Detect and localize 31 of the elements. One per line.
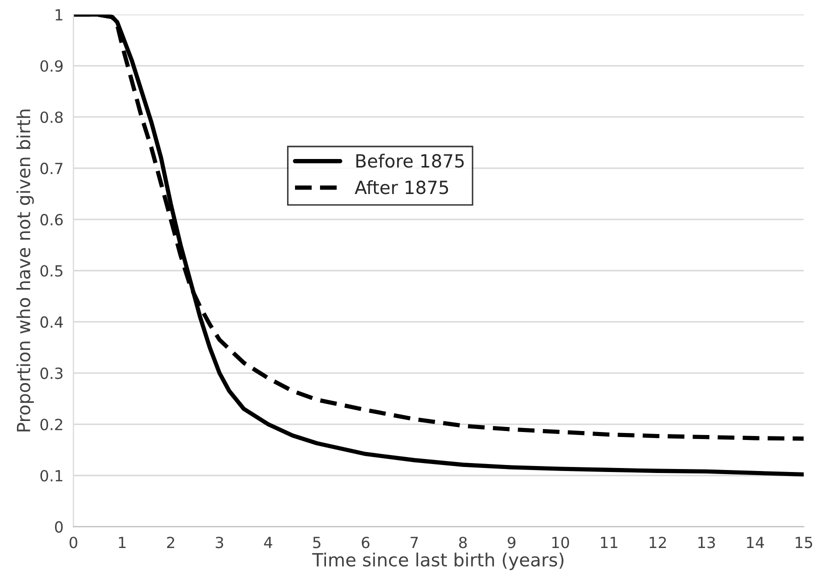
x-tick-label: 12	[650, 536, 666, 548]
x-tick-label: 13	[698, 536, 715, 548]
y-tick-label: 0.7	[40, 162, 62, 174]
legend-label: After 1875	[354, 180, 448, 194]
x-tick-label: 10	[552, 536, 570, 548]
x-axis-title: Time since last birth (years)	[312, 552, 564, 570]
x-tick-label: 3	[216, 536, 224, 548]
x-tick-label: 11	[600, 536, 618, 548]
x-tick-label: 9	[508, 536, 516, 548]
y-tick-label: 0.4	[40, 316, 63, 328]
y-tick-label: 0	[55, 521, 63, 533]
x-tick-label: 4	[264, 536, 272, 548]
x-tick-label: 0	[70, 536, 78, 548]
y-tick-label: 0.6	[40, 214, 63, 226]
y-tick-label: 1	[56, 9, 62, 20]
y-tick-label: 0.3	[40, 368, 62, 380]
x-tick-label: 1	[118, 536, 126, 548]
y-tick-label: 0.1	[40, 470, 62, 482]
y-tick-label: 0.8	[40, 111, 63, 124]
x-tick-label: 5	[313, 536, 320, 548]
y-tick-label: 0.2	[40, 418, 62, 430]
y-axis-title: Proportion who have not given birth	[16, 110, 34, 432]
x-tick-label: 2	[167, 536, 174, 548]
legend-label: Before 1875	[356, 154, 464, 168]
x-tick-label: 15	[796, 536, 812, 548]
x-tick-label: 14	[747, 536, 764, 548]
x-tick-label: 7	[410, 536, 418, 548]
x-tick-label: 8	[459, 536, 467, 548]
y-tick-label: 0.9	[40, 60, 63, 72]
y-tick-label: 0.5	[40, 265, 62, 277]
x-tick-label: 6	[362, 536, 370, 548]
